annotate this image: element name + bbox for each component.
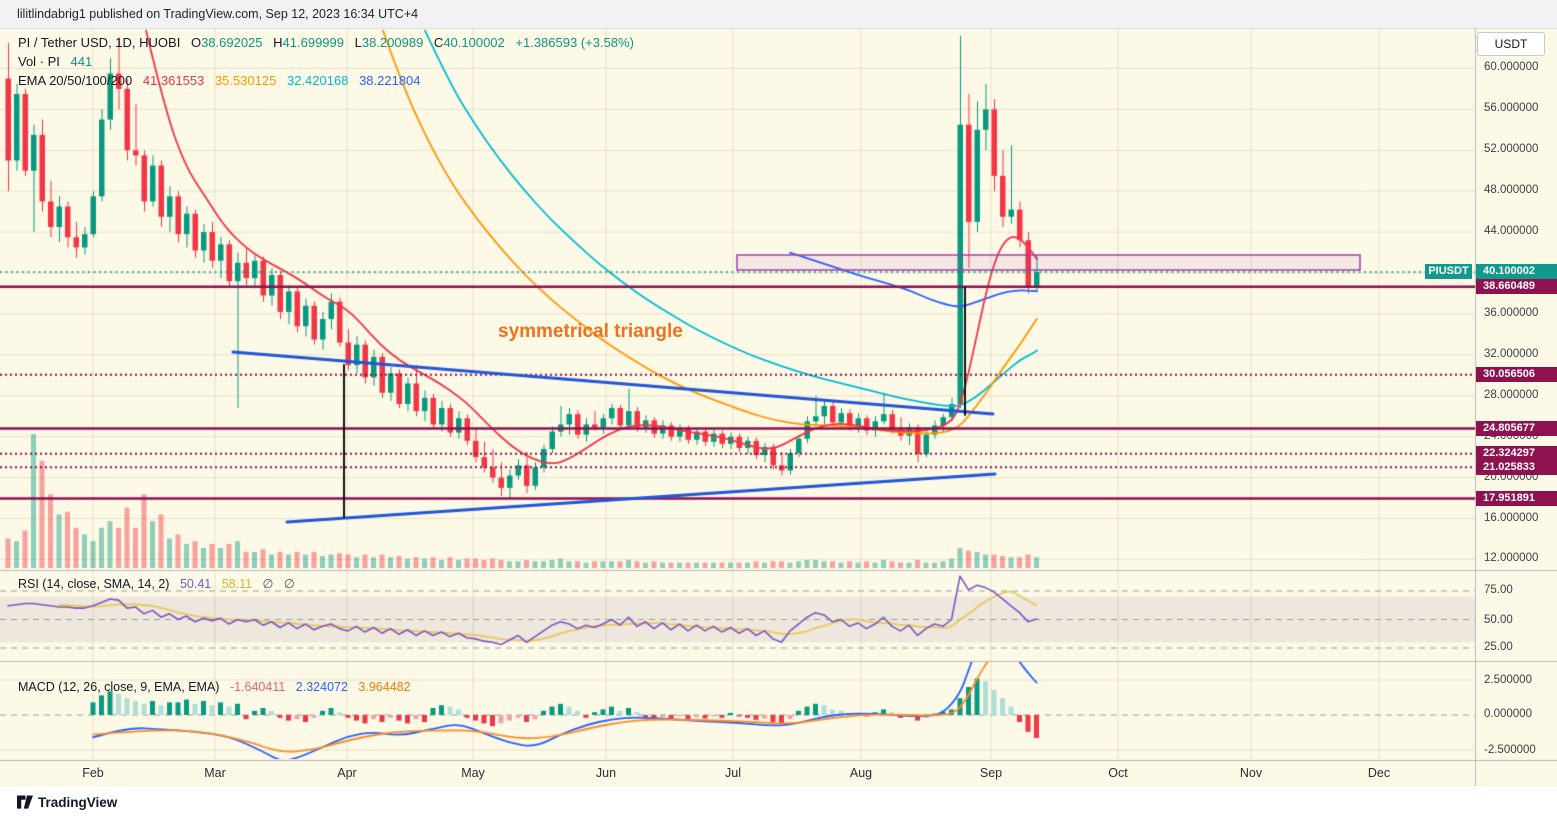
brand-text: TradingView xyxy=(38,795,118,810)
symbol-price-tag: PIUSDT xyxy=(1425,264,1472,280)
ema50-value: 35.530125 xyxy=(214,73,277,88)
price-tick-label: 60.000000 xyxy=(1484,61,1539,74)
month-label: Oct xyxy=(1108,766,1128,780)
level-price-tag: 24.805677 xyxy=(1476,420,1557,436)
month-label: Aug xyxy=(849,766,873,780)
price-tick-label: 32.000000 xyxy=(1484,347,1539,360)
month-label: Mar xyxy=(204,766,226,780)
symbol-title: PI / Tether USD, 1D, HUOBI xyxy=(18,35,181,50)
chart-legend: PI / Tether USD, 1D, HUOBI O38.692025 H4… xyxy=(18,33,634,90)
macd-tick-label: -2.500000 xyxy=(1484,744,1536,756)
price-tick-label: 56.000000 xyxy=(1484,102,1539,115)
rsi-band-hidden-icon: ∅ xyxy=(283,577,295,591)
rsi-ma-value: 58.11 xyxy=(221,577,253,591)
ema20-value: 41.361553 xyxy=(142,73,205,88)
price-tick-label: 36.000000 xyxy=(1484,306,1539,319)
rsi-tick-label: 50.00 xyxy=(1484,614,1513,626)
rsi-tick-label: 75.00 xyxy=(1484,584,1513,596)
ema200-value: 38.221804 xyxy=(359,73,421,88)
month-label: Nov xyxy=(1239,766,1263,780)
level-price-tag: 21.025833 xyxy=(1476,459,1557,475)
macd-legend: MACD (12, 26, close, 9, EMA, EMA) -1.640… xyxy=(18,680,411,694)
triangle-annotation: symmetrical triangle xyxy=(498,321,683,342)
price-tick-label: 44.000000 xyxy=(1484,225,1539,238)
currency-button[interactable]: USDT xyxy=(1477,32,1545,56)
month-label: May xyxy=(461,766,485,780)
level-price-tag: 30.056506 xyxy=(1476,367,1557,383)
rsi-value: 50.41 xyxy=(179,577,212,591)
level-price-tag: 38.660489 xyxy=(1476,279,1557,295)
month-label: Jul xyxy=(725,766,741,780)
rsi-tick-label: 25.00 xyxy=(1484,641,1513,653)
close-value: 40.100002 xyxy=(443,35,505,50)
macd-label: MACD (12, 26, close, 9, EMA, EMA) xyxy=(18,680,220,694)
rsi-band-hidden-icon: ∅ xyxy=(262,577,274,591)
level-price-tag: 17.951891 xyxy=(1476,491,1557,507)
rsi-legend: RSI (14, close, SMA, 14, 2) 50.41 58.11 … xyxy=(18,576,295,591)
price-tick-label: 48.000000 xyxy=(1484,184,1539,197)
published-text: lilitlindabrig1 published on TradingView… xyxy=(17,7,419,21)
price-tick-label: 52.000000 xyxy=(1484,143,1539,156)
price-tick-label: 12.000000 xyxy=(1484,552,1539,565)
volume-label: Vol · PI xyxy=(18,54,60,69)
open-value: 38.692025 xyxy=(201,35,263,50)
ema-row: EMA 20/50/100/200 41.361553 35.530125 32… xyxy=(18,71,634,90)
tradingview-mark-icon xyxy=(17,795,33,809)
change-value: +1.386593 (+3.58%) xyxy=(515,35,634,50)
month-label: Feb xyxy=(82,766,104,780)
volume-row: Vol · PI 441 xyxy=(18,52,634,71)
price-tick-label: 28.000000 xyxy=(1484,388,1539,401)
macd-tick-label: 0.000000 xyxy=(1484,708,1532,720)
macd-signal-value: 3.964482 xyxy=(358,680,411,694)
macd-line-value: 2.324072 xyxy=(295,680,348,694)
month-label: Jun xyxy=(595,766,617,780)
month-label: Apr xyxy=(337,766,357,780)
rsi-label: RSI (14, close, SMA, 14, 2) xyxy=(18,577,170,591)
macd-tick-label: 2.500000 xyxy=(1484,674,1532,686)
month-label: Dec xyxy=(1367,766,1391,780)
level-price-tag: 22.324297 xyxy=(1476,446,1557,462)
month-label: Sep xyxy=(979,766,1003,780)
published-bar: lilitlindabrig1 published on TradingView… xyxy=(0,0,1557,29)
volume-value: 441 xyxy=(70,54,93,69)
price-tick-label: 16.000000 xyxy=(1484,511,1539,524)
ema-label: EMA 20/50/100/200 xyxy=(18,73,133,88)
macd-hist-value: -1.640411 xyxy=(229,680,286,694)
tradingview-logo[interactable]: TradingView xyxy=(17,795,117,810)
symbol-row: PI / Tether USD, 1D, HUOBI O38.692025 H4… xyxy=(18,35,634,50)
low-value: 38.200989 xyxy=(361,35,424,50)
high-value: 41.699999 xyxy=(282,35,344,50)
last-price-tag: 40.100002 xyxy=(1476,264,1557,280)
ema100-value: 32.420168 xyxy=(286,73,349,88)
footer: TradingView xyxy=(0,786,1557,823)
